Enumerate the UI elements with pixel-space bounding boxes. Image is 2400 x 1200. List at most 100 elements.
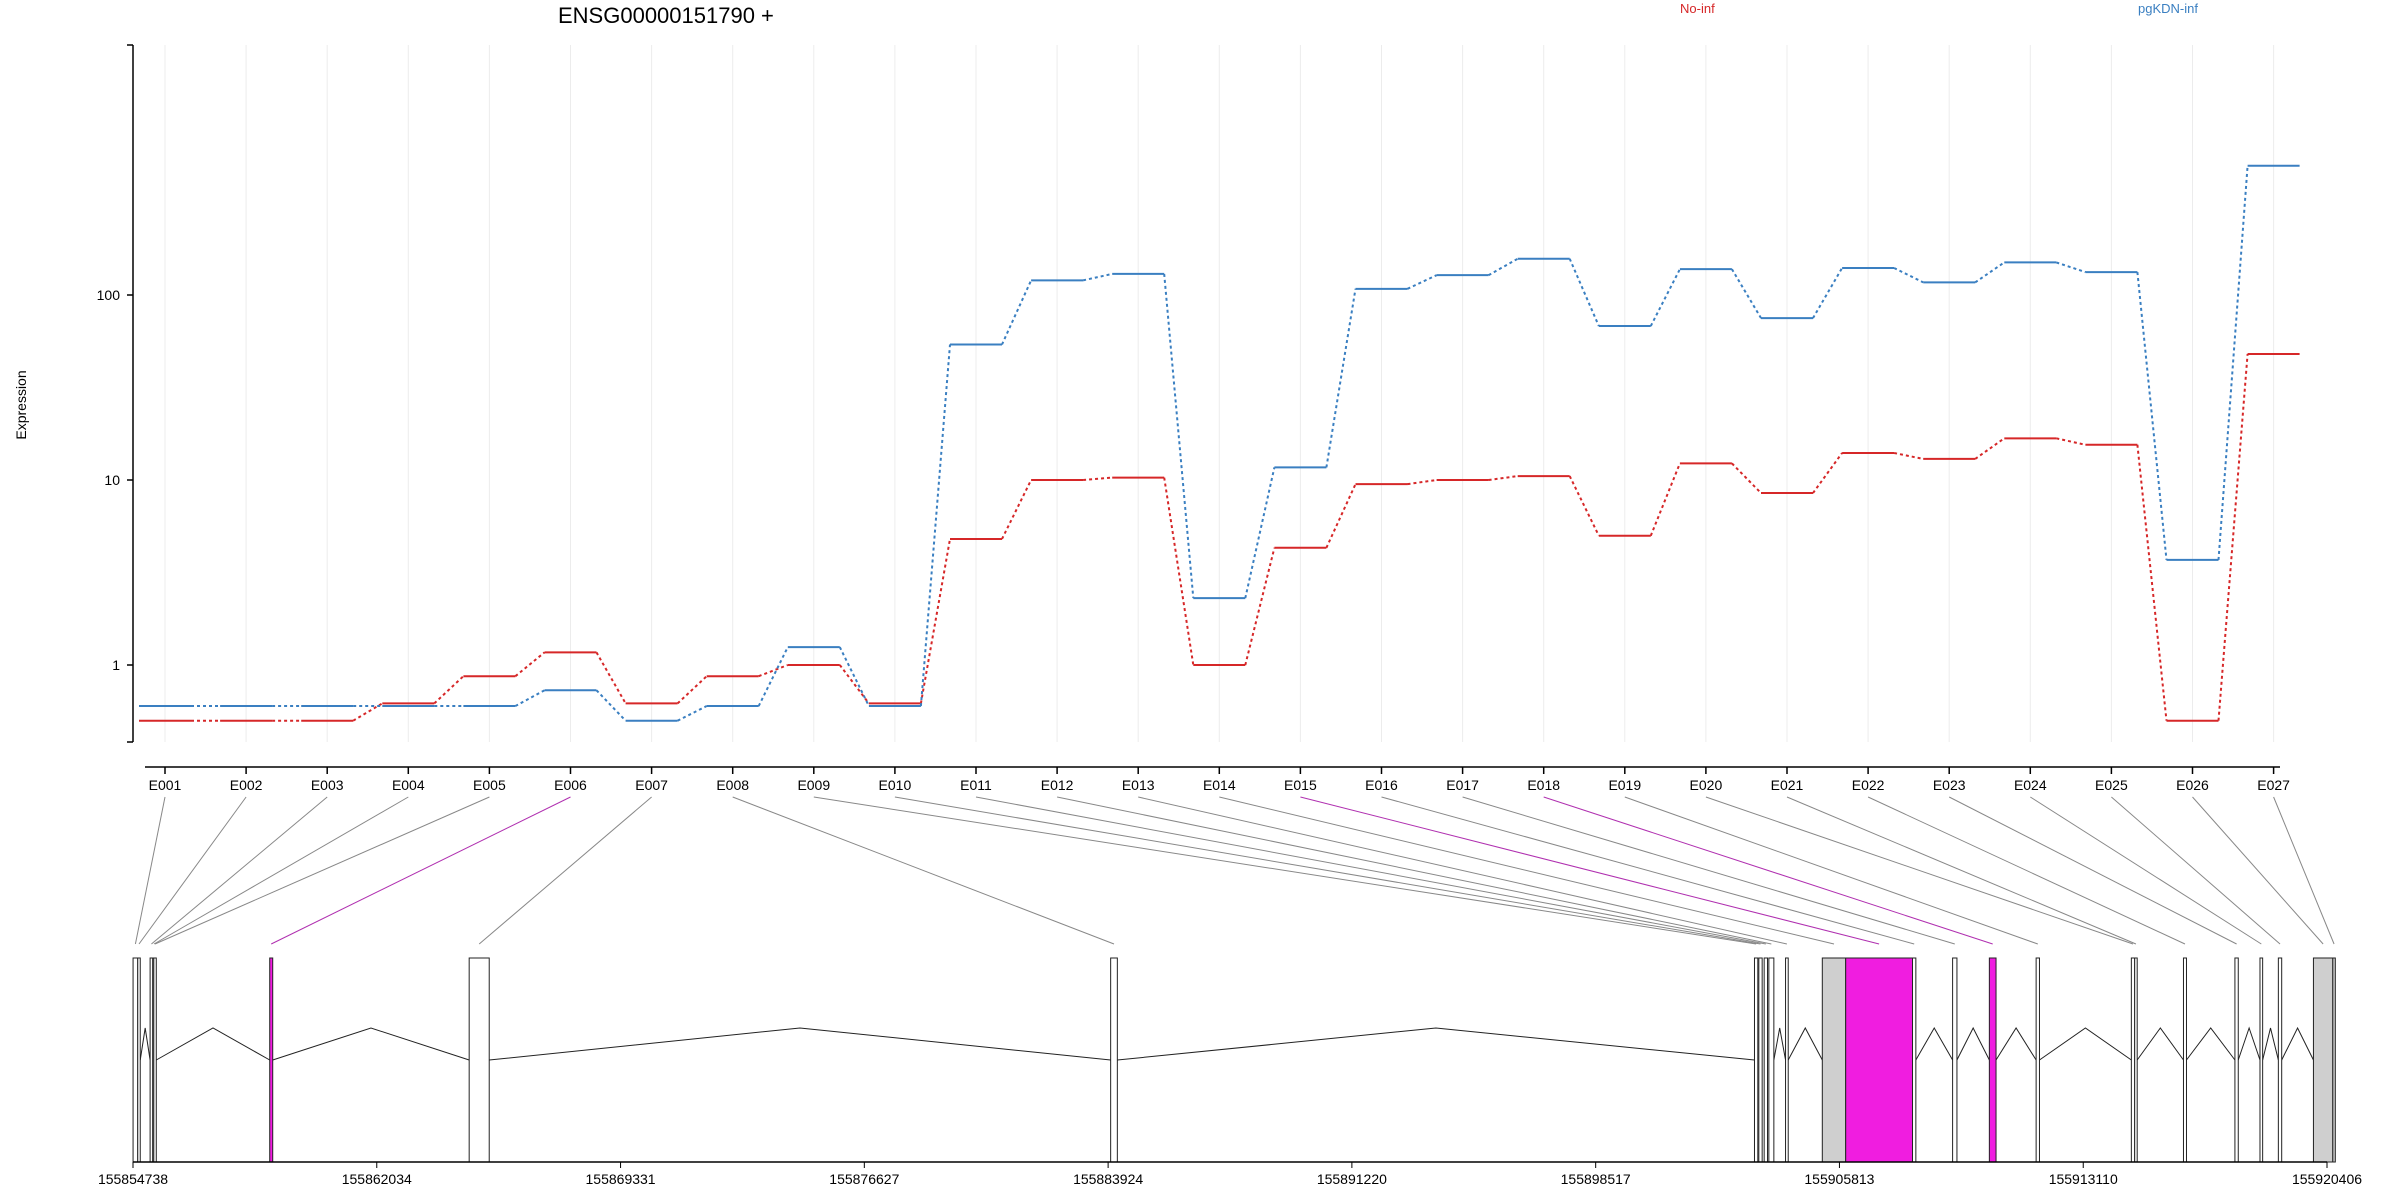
x-tick-label-e016: E016: [1365, 777, 1398, 793]
x-tick-label-e020: E020: [1690, 777, 1723, 793]
connector-e019: [1624, 796, 2038, 945]
step-no-inf-e024: [2056, 437, 2086, 446]
step-no-inf-e006: [595, 651, 627, 704]
intron-e016: [1915, 1026, 1954, 1061]
x-tick-label-e011: E011: [960, 777, 992, 793]
exon-e005: [153, 957, 157, 1163]
step-no-inf-e005: [514, 651, 546, 677]
x-tick-label-e002: E002: [230, 777, 263, 793]
step-no-inf-e010: [919, 538, 951, 704]
exon-e011: [1763, 957, 1769, 1163]
intron-e017: [1956, 1026, 1990, 1061]
exon-e027: [2332, 957, 2336, 1163]
x-tick-label-e012: E012: [1041, 777, 1074, 793]
connector-e007: [478, 796, 652, 945]
step-pgkdn-inf-e021: [1812, 267, 1843, 319]
step-pgkdn-inf-e019: [1649, 268, 1681, 327]
series-no-inf: [139, 352, 2300, 722]
step-no-inf-e021: [1812, 452, 1843, 494]
genome-tick-label-4: 155876627: [829, 1171, 899, 1187]
series: [139, 164, 2300, 722]
gene-model: [132, 957, 2336, 1163]
genome-tick-label-10: 155920406: [2292, 1171, 2362, 1187]
step-no-inf-e013: [1163, 477, 1195, 666]
x-tick-label-e026: E026: [2176, 777, 2209, 793]
intron-e019: [2039, 1027, 2132, 1061]
x-tick-label-e013: E013: [1122, 777, 1155, 793]
exon-e015: [1845, 957, 1914, 1163]
step-pgkdn-inf-e024: [2055, 261, 2086, 274]
connector-e015: [1300, 796, 1880, 945]
x-tick-label-e014: E014: [1203, 777, 1236, 793]
exon-e018: [1988, 957, 1997, 1163]
step-no-inf-e025: [2136, 444, 2168, 721]
step-no-inf-e011: [1001, 479, 1032, 540]
genome-tick-label-7: 155898517: [1561, 1171, 1631, 1187]
connector-e021: [1786, 796, 2137, 945]
x-tick-label-e019: E019: [1608, 777, 1641, 793]
intron-e005: [156, 1027, 270, 1061]
connector-e023: [1948, 796, 2237, 945]
step-pgkdn-inf-e015: [1325, 288, 1357, 468]
exon-e001: [132, 957, 139, 1163]
exon-connectors: [134, 796, 2335, 945]
connector-e026: [2192, 796, 2324, 945]
exon-e014: [1821, 957, 1847, 1163]
x-tick-label-e005: E005: [473, 777, 506, 793]
x-tick-label-e007: E007: [635, 777, 668, 793]
intron-e002: [139, 1027, 151, 1061]
x-tick-label-e001: E001: [149, 777, 182, 793]
legend-pgkdn-inf: pgKDN-inf: [2138, 1, 2198, 16]
genome-tick-label-2: 155862034: [342, 1171, 412, 1187]
connector-e006: [270, 796, 571, 945]
exon-e022: [2182, 957, 2187, 1163]
exon-e021: [2134, 957, 2138, 1163]
step-pgkdn-inf-e014: [1244, 467, 1276, 599]
step-no-inf-e008: [758, 664, 789, 678]
step-no-inf-e014: [1244, 547, 1276, 666]
exon-e007: [468, 957, 490, 1163]
y-tick-label-100: 100: [97, 287, 121, 303]
x-tick-label-e024: E024: [2014, 777, 2047, 793]
exon-e024: [2259, 957, 2264, 1163]
genome-tick-label-8: 155905813: [1804, 1171, 1874, 1187]
x-tick-label-e015: E015: [1284, 777, 1317, 793]
connector-e025: [2111, 796, 2281, 945]
intron-e008: [1117, 1027, 1755, 1061]
x-tick-label-e021: E021: [1771, 777, 1804, 793]
connector-e024: [2030, 796, 2262, 945]
step-pgkdn-inf-e025: [2136, 271, 2168, 560]
intron-e021: [2136, 1027, 2184, 1061]
step-no-inf-e012: [1083, 476, 1113, 481]
y-axis-label: Expression: [13, 370, 29, 439]
y-tick-label-1: 1: [112, 657, 120, 673]
connector-e027: [2273, 796, 2335, 945]
intron-e018: [1995, 1027, 2037, 1061]
step-pgkdn-inf-e012: [1082, 272, 1113, 282]
x-tick-label-e022: E022: [1852, 777, 1885, 793]
x-tick-label-e023: E023: [1933, 777, 1966, 793]
step-no-inf-e019: [1649, 462, 1681, 537]
intron-e024: [2262, 1027, 2279, 1061]
step-pgkdn-inf-e013: [1163, 273, 1195, 599]
step-no-inf-e017: [1488, 475, 1518, 481]
exon-e019: [2035, 957, 2040, 1163]
connector-e009: [813, 796, 1757, 945]
exon-e010: [1758, 957, 1763, 1163]
connector-e005: [154, 796, 490, 945]
intron-e022: [2186, 1027, 2236, 1061]
exon-e017: [1952, 957, 1958, 1163]
x-tick-label-e025: E025: [2095, 777, 2128, 793]
connector-e003: [151, 796, 328, 945]
connector-e010: [894, 796, 1761, 945]
genome-tick-label-5: 155883924: [1073, 1171, 1143, 1187]
connector-e017: [1462, 796, 1955, 945]
y-tick-label-10: 10: [104, 472, 120, 488]
connector-e014: [1219, 796, 1835, 945]
genome-tick-label-1: 155854738: [98, 1171, 168, 1187]
step-no-inf-e022: [1893, 451, 1924, 460]
exon-e006: [269, 957, 274, 1163]
step-pgkdn-inf-e008: [757, 646, 789, 707]
exon-e016: [1912, 957, 1917, 1163]
